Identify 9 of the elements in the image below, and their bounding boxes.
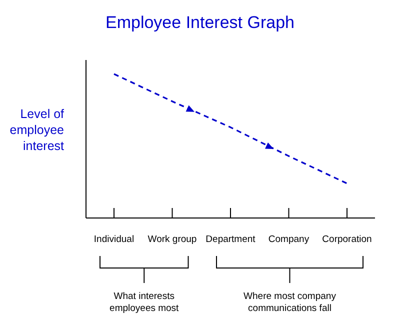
x-tick-label: Company: [268, 234, 310, 245]
x-tick-label: Corporation: [322, 234, 372, 245]
text: Where most company communications fall: [244, 291, 336, 314]
chart-title: Employee Interest Graph: [106, 13, 294, 32]
y-axis-title: Level of employee interest: [10, 107, 65, 153]
x-tick-label: Individual: [94, 234, 134, 245]
x-tick-label: Work group: [148, 234, 197, 245]
x-tick-label: Department: [206, 234, 256, 245]
text: What interests employees most: [110, 291, 180, 314]
